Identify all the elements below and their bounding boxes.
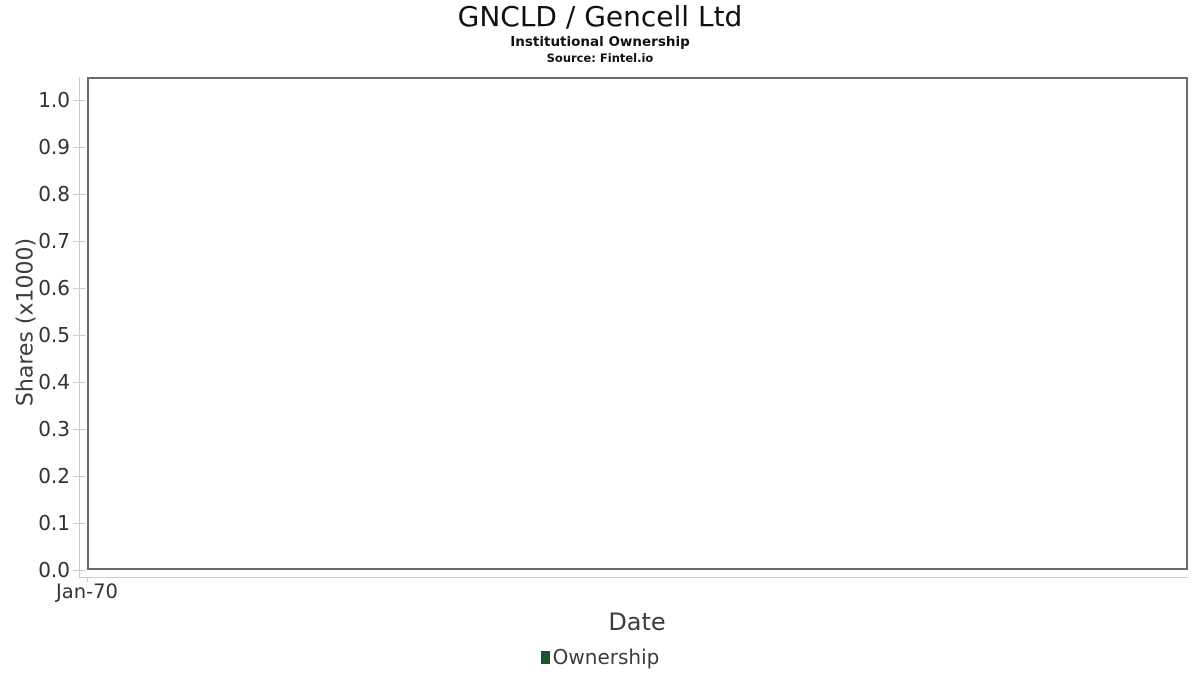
y-tick-mark — [73, 570, 86, 571]
y-tick-mark — [73, 429, 86, 431]
y-tick-label: 0.5 — [38, 323, 70, 348]
chart-title: GNCLD / Gencell Ltd — [457, 0, 743, 33]
y-tick-label: 0.0 — [38, 558, 70, 582]
y-tick-label: 0.4 — [38, 370, 70, 395]
x-axis-title: Date — [608, 608, 666, 636]
y-tick-mark — [73, 288, 86, 290]
y-tick-label: 0.6 — [38, 276, 70, 301]
legend: Ownership — [0, 645, 1200, 669]
y-tick-mark — [73, 147, 86, 149]
chart-subtitle: Institutional Ownership — [510, 34, 690, 50]
legend-series-marker-icon — [540, 650, 550, 664]
y-tick-mark — [73, 382, 86, 384]
y-tick-label: 1.0 — [38, 88, 70, 113]
y-tick-mark — [73, 100, 86, 102]
y-tick-label: 0.1 — [38, 511, 70, 536]
y-tick-label: 0.2 — [38, 464, 70, 489]
x-tick-label: Jan-70 — [56, 580, 118, 603]
y-axis-title: Shares (x1000) — [13, 237, 39, 407]
y-tick-label: 0.8 — [38, 182, 70, 207]
y-tick-mark — [73, 241, 86, 243]
y-axis-line — [79, 77, 80, 577]
plot-area — [87, 77, 1188, 570]
y-tick-mark — [73, 476, 86, 478]
y-tick-label: 0.9 — [38, 135, 70, 160]
y-tick-mark — [73, 523, 86, 525]
y-tick-label: 0.3 — [38, 417, 70, 442]
legend-item[interactable]: Ownership — [540, 645, 660, 669]
y-tick-mark — [73, 335, 86, 337]
y-tick-mark — [73, 194, 86, 196]
x-tick-mark — [87, 577, 88, 582]
legend-label: Ownership — [552, 645, 660, 669]
y-tick-label: 0.7 — [38, 229, 70, 254]
chart-source: Source: Fintel.io — [546, 51, 654, 65]
x-axis-line — [79, 577, 1188, 578]
